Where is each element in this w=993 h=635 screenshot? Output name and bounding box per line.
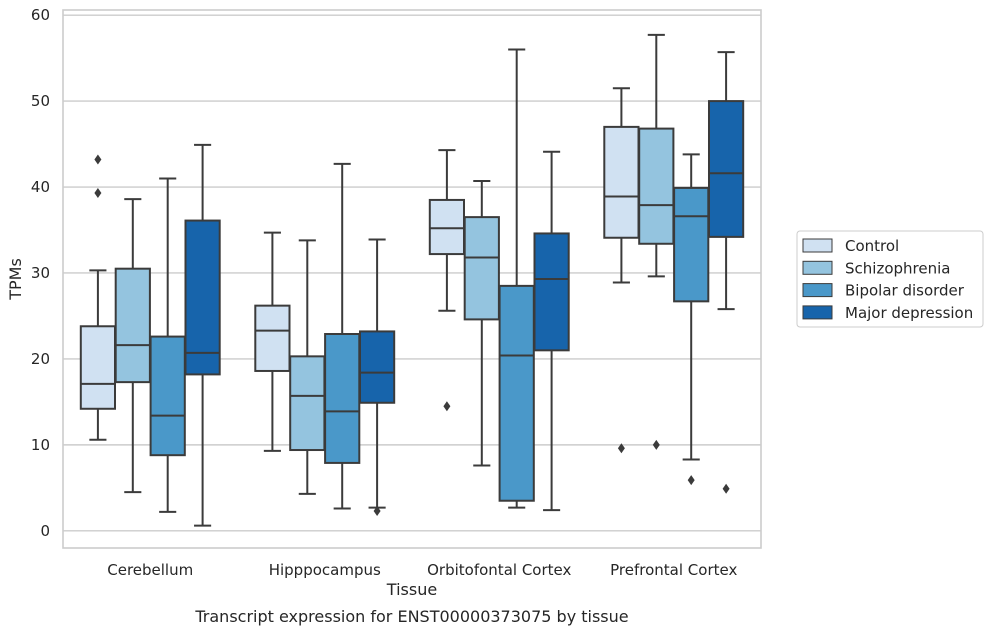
x-axis-label: Tissue — [386, 580, 437, 599]
box-bipolar-disorder — [498, 48, 535, 509]
legend-frame — [796, 230, 984, 328]
legend-swatch — [802, 305, 833, 320]
box-schizophrenia — [638, 33, 675, 450]
legend-swatch — [802, 260, 833, 275]
y-tick-labels: 0 10 20 30 40 50 60 — [31, 6, 50, 540]
box-control — [428, 149, 466, 412]
x-tick-label: Orbitofontal Cortex — [427, 561, 571, 579]
box-body — [463, 216, 500, 321]
box-body — [533, 232, 570, 352]
box-body — [149, 335, 186, 457]
box-body — [79, 325, 117, 410]
box-bipolar-disorder — [149, 177, 186, 513]
box-body — [114, 267, 151, 384]
box-body — [428, 198, 466, 256]
legend-label: Bipolar disorder — [845, 282, 965, 300]
legend-label: Control — [845, 237, 899, 255]
legend-swatch — [802, 238, 833, 253]
box-body — [358, 330, 396, 404]
box-major-depression — [533, 150, 570, 512]
y-tick-label: 40 — [31, 178, 50, 196]
box-series — [79, 33, 745, 527]
box-schizophrenia — [289, 239, 326, 495]
x-tick-label: Cerebellum — [107, 561, 193, 579]
outlier-point — [373, 506, 381, 517]
y-axis-label: TPMs — [6, 258, 25, 301]
box-major-depression — [358, 238, 396, 517]
box-body — [638, 127, 675, 245]
outlier-point — [722, 483, 730, 494]
y-tick-label: 0 — [40, 522, 50, 540]
x-tick-label: Prefrontal Cortex — [610, 561, 737, 579]
box-schizophrenia — [463, 180, 500, 467]
box-bipolar-disorder — [324, 162, 361, 510]
box-schizophrenia — [114, 198, 151, 494]
chart-caption: Transcript expression for ENST0000037307… — [194, 607, 628, 626]
y-tick-label: 20 — [31, 350, 50, 368]
y-tick-label: 30 — [31, 264, 50, 282]
box-body — [184, 219, 221, 376]
box-body — [324, 333, 361, 464]
box-control — [254, 231, 291, 452]
box-bipolar-disorder — [673, 153, 710, 486]
box-body — [498, 284, 535, 502]
box-body — [289, 355, 326, 452]
box-body — [254, 304, 291, 372]
y-tick-label: 60 — [31, 6, 50, 24]
legend: Control Schizophrenia Bipolar disorder Majo… — [796, 230, 984, 328]
x-tick-labels: Cerebellum Hipppocampus Orbitofontal Corte… — [107, 561, 737, 579]
box-major-depression — [707, 51, 745, 494]
legend-label: Schizophrenia — [845, 259, 950, 277]
legend-swatch — [802, 283, 833, 298]
y-tick-label: 50 — [31, 92, 50, 110]
y-tick-label: 10 — [31, 436, 50, 454]
box-body — [603, 125, 640, 239]
box-body — [707, 100, 745, 238]
plot-frame — [62, 9, 762, 549]
outlier-point — [94, 188, 102, 199]
box-body — [673, 186, 710, 303]
outlier-point — [617, 443, 625, 454]
outlier-point — [687, 475, 695, 486]
x-tick-label: Hipppocampus — [269, 561, 381, 579]
outlier-point — [443, 401, 451, 412]
outlier-point — [94, 154, 102, 165]
box-major-depression — [184, 143, 221, 527]
outlier-point — [652, 439, 660, 450]
plot-background — [63, 10, 761, 548]
legend-label: Major depression — [845, 304, 973, 322]
